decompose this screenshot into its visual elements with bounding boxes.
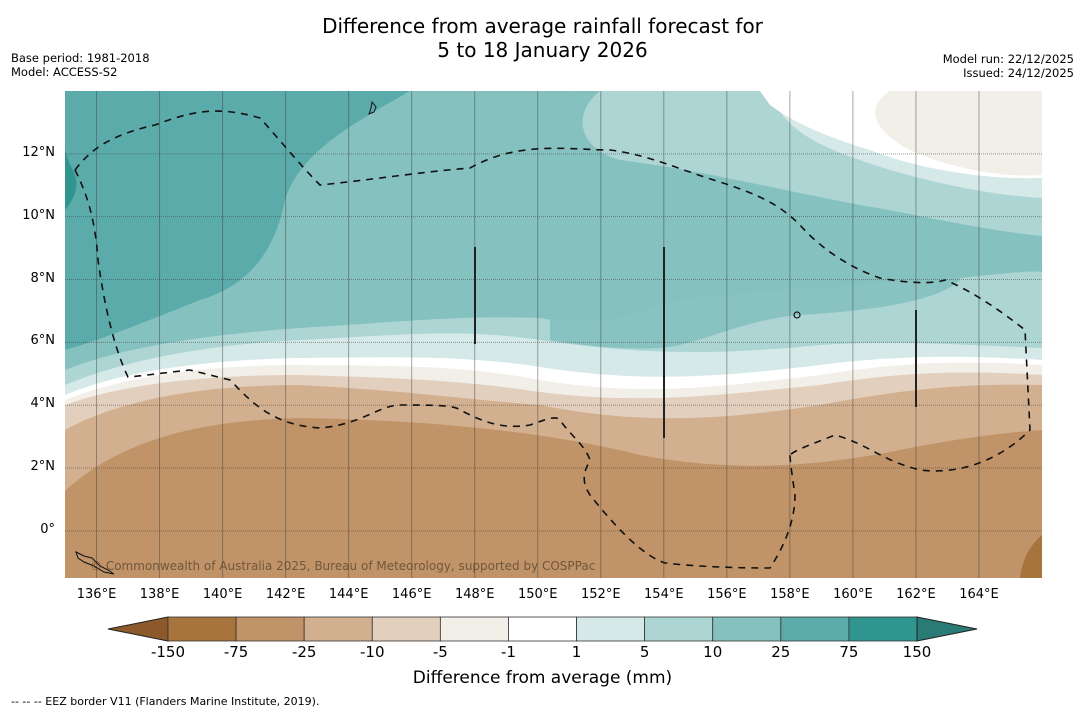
- colorbar-tick-label: 5: [639, 643, 650, 661]
- colorbar-tick-label: -75: [223, 643, 249, 661]
- lon-tick-label: 156°E: [707, 587, 747, 602]
- colorbar-segment: [576, 616, 646, 642]
- band-pos-25-west: [65, 91, 410, 350]
- colorbar-segment: [371, 616, 441, 642]
- lon-tick-label: 148°E: [454, 587, 495, 602]
- map-title: Difference from average rainfall forecas…: [0, 14, 1085, 62]
- colorbar-segment: [644, 616, 714, 642]
- colorbar-segment: [848, 616, 918, 642]
- eez-footnote: -- -- -- EEZ border V11 (Flanders Marine…: [11, 695, 320, 708]
- colorbar-segment: [303, 616, 373, 642]
- graticule: [65, 91, 1042, 578]
- title-line-1: Difference from average rainfall forecas…: [322, 14, 763, 38]
- band-neg-150-se: [1020, 535, 1042, 578]
- run-info: Model run: 22/12/2025 Issued: 24/12/2025: [943, 52, 1074, 80]
- guam-island: [368, 100, 377, 115]
- colorbar-tick-label: -1: [500, 643, 516, 661]
- lon-tick-label: 138°E: [139, 587, 180, 602]
- colorbar: [107, 616, 978, 642]
- eez-border-west: [74, 169, 796, 569]
- colorbar-extend-low: [107, 616, 169, 642]
- lat-tick-label: 8°N: [30, 270, 56, 286]
- issued-date: Issued: 24/12/2025: [963, 66, 1074, 80]
- colorbar-extend-high: [916, 616, 978, 642]
- colorbar-tick-label: -150: [150, 643, 186, 661]
- colorbar-segment: [508, 616, 577, 642]
- band-pos-75-nw: [65, 150, 77, 210]
- lon-tick-label: 146°E: [391, 587, 432, 602]
- colorbar-segment: [780, 616, 850, 642]
- colorbar-segment: [439, 616, 509, 642]
- colorbar-segment: [167, 616, 237, 642]
- colorbar-title: Difference from average (mm): [412, 668, 673, 688]
- title-line-2: 5 to 18 January 2026: [437, 38, 648, 62]
- colorbar-segment: [712, 616, 782, 642]
- lat-tick-label: 4°N: [30, 396, 56, 412]
- lon-tick-label: 144°E: [328, 587, 369, 602]
- lon-tick-label: 152°E: [581, 587, 621, 602]
- lon-tick-label: 142°E: [265, 587, 306, 602]
- lon-tick-label: 162°E: [896, 587, 936, 602]
- model-info: Base period: 1981-2018 Model: ACCESS-S2: [11, 51, 150, 79]
- model-name: Model: ACCESS-S2: [11, 65, 118, 79]
- eez-border-north: [74, 110, 1031, 472]
- colorbar-tick-label: 150: [902, 643, 932, 661]
- lat-tick-label: 12°N: [22, 144, 55, 160]
- lat-tick-label: 10°N: [22, 207, 55, 223]
- lat-tick-label: 6°N: [30, 333, 56, 349]
- lat-tick-label: 2°N: [30, 459, 56, 475]
- colorbar-tick-label: -25: [291, 643, 317, 661]
- colorbar-tick-label: 1: [571, 643, 582, 661]
- colorbar-tick-label: 25: [771, 643, 791, 661]
- colorbar-tick-label: -5: [432, 643, 448, 661]
- band-neg-5-ne: [875, 91, 1042, 176]
- colorbar-tick-label: 10: [703, 643, 723, 661]
- pohnpei-island: [793, 311, 801, 319]
- lon-tick-label: 160°E: [833, 587, 873, 602]
- new-guinea-coast: [75, 551, 115, 575]
- lon-tick-label: 150°E: [517, 587, 558, 602]
- colorbar-tick-label: -10: [360, 643, 385, 661]
- colorbar-segment: [235, 616, 305, 642]
- lon-tick-label: 136°E: [76, 587, 117, 602]
- model-run-date: Model run: 22/12/2025: [942, 52, 1074, 66]
- map-field: [65, 91, 1042, 578]
- lat-tick-label: 0°: [40, 521, 55, 537]
- lon-tick-label: 140°E: [202, 587, 243, 602]
- lon-tick-label: 164°E: [959, 587, 999, 602]
- colorbar-tick-label: 75: [839, 643, 859, 661]
- copyright-notice: © Commonwealth of Australia 2025, Bureau…: [90, 559, 596, 573]
- lon-tick-label: 154°E: [644, 587, 684, 602]
- lon-tick-label: 158°E: [770, 587, 810, 602]
- base-period: Base period: 1981-2018: [11, 51, 150, 65]
- band-pos-10-core: [550, 255, 960, 349]
